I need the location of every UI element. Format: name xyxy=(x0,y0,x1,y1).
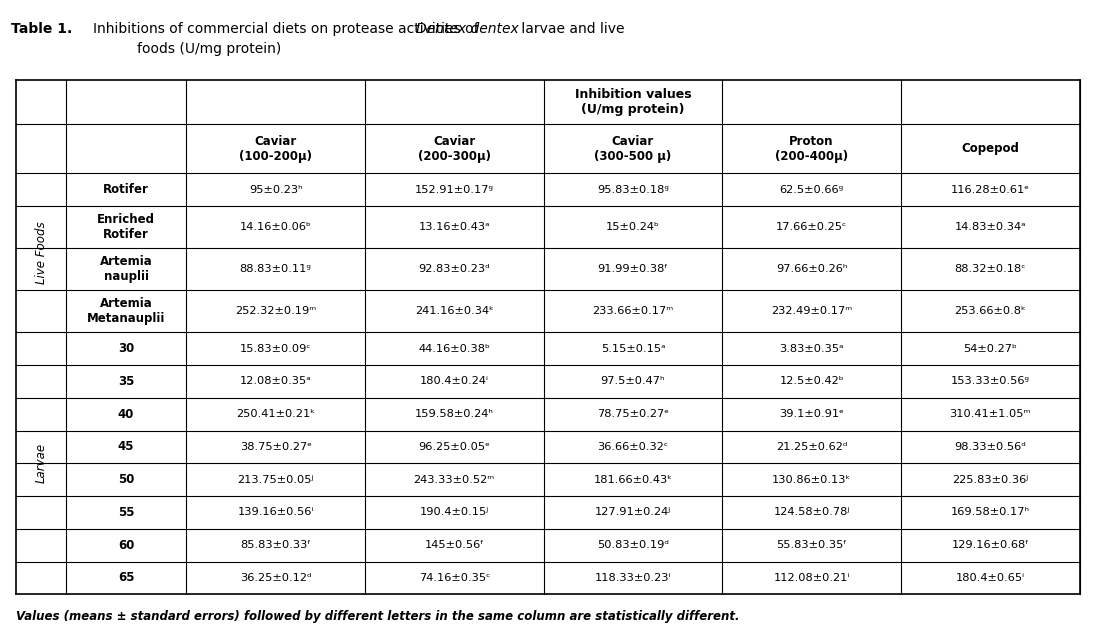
Text: 98.33±0.56ᵈ: 98.33±0.56ᵈ xyxy=(955,442,1026,452)
Text: 153.33±0.56ᵍ: 153.33±0.56ᵍ xyxy=(950,376,1030,387)
Text: 55.83±0.35ᶠ: 55.83±0.35ᶠ xyxy=(776,540,847,550)
Text: Table 1.: Table 1. xyxy=(11,22,72,36)
Text: 45: 45 xyxy=(117,440,135,454)
Text: 36.25±0.12ᵈ: 36.25±0.12ᵈ xyxy=(240,573,311,583)
Text: 181.66±0.43ᵏ: 181.66±0.43ᵏ xyxy=(593,475,673,485)
Text: Copepod: Copepod xyxy=(961,142,1019,155)
Text: 95.83±0.18ᵍ: 95.83±0.18ᵍ xyxy=(597,185,669,195)
Text: 14.16±0.06ᵇ: 14.16±0.06ᵇ xyxy=(240,222,311,232)
Text: 252.32±0.19ᵐ: 252.32±0.19ᵐ xyxy=(235,306,317,316)
Text: Live Foods: Live Foods xyxy=(35,222,47,284)
Text: 44.16±0.38ᵇ: 44.16±0.38ᵇ xyxy=(419,344,490,354)
Text: 50: 50 xyxy=(118,473,134,486)
Text: Artemia
nauplii: Artemia nauplii xyxy=(100,255,152,283)
Text: 145±0.56ᶠ: 145±0.56ᶠ xyxy=(424,540,484,550)
Text: Caviar
(300-500 μ): Caviar (300-500 μ) xyxy=(594,135,672,163)
Text: 62.5±0.66ᵍ: 62.5±0.66ᵍ xyxy=(779,185,844,195)
Text: 40: 40 xyxy=(118,408,134,420)
Text: 17.66±0.25ᶜ: 17.66±0.25ᶜ xyxy=(776,222,847,232)
Text: Larvae: Larvae xyxy=(35,443,47,483)
Text: 159.58±0.24ʰ: 159.58±0.24ʰ xyxy=(414,409,494,419)
Text: 12.5±0.42ᵇ: 12.5±0.42ᵇ xyxy=(779,376,844,387)
Text: Inhibitions of commercial diets on protease activities of: Inhibitions of commercial diets on prote… xyxy=(93,22,483,36)
Text: 3.83±0.35ᵃ: 3.83±0.35ᵃ xyxy=(779,344,844,354)
Text: 310.41±1.05ᵐ: 310.41±1.05ᵐ xyxy=(949,409,1031,419)
Text: 190.4±0.15ʲ: 190.4±0.15ʲ xyxy=(420,507,489,518)
Text: Caviar
(100-200μ): Caviar (100-200μ) xyxy=(239,135,312,163)
Text: 124.58±0.78ʲ: 124.58±0.78ʲ xyxy=(774,507,849,518)
Text: Caviar
(200-300μ): Caviar (200-300μ) xyxy=(418,135,491,163)
Text: 180.4±0.24ⁱ: 180.4±0.24ⁱ xyxy=(420,376,489,387)
Text: 12.08±0.35ᵃ: 12.08±0.35ᵃ xyxy=(240,376,311,387)
Text: 127.91±0.24ʲ: 127.91±0.24ʲ xyxy=(595,507,671,518)
Text: 253.66±0.8ᵏ: 253.66±0.8ᵏ xyxy=(955,306,1026,316)
Text: 92.83±0.23ᵈ: 92.83±0.23ᵈ xyxy=(419,265,490,274)
Text: 85.83±0.33ᶠ: 85.83±0.33ᶠ xyxy=(240,540,311,550)
Text: 60: 60 xyxy=(118,539,134,551)
Text: Proton
(200-400μ): Proton (200-400μ) xyxy=(775,135,848,163)
Text: larvae and live: larvae and live xyxy=(517,22,625,36)
Text: 130.86±0.13ᵏ: 130.86±0.13ᵏ xyxy=(772,475,852,485)
Text: 5.15±0.15ᵃ: 5.15±0.15ᵃ xyxy=(601,344,665,354)
Text: Dentex dentex: Dentex dentex xyxy=(416,22,520,36)
Text: 65: 65 xyxy=(117,571,135,585)
Text: foods (U/mg protein): foods (U/mg protein) xyxy=(137,42,282,56)
Text: 91.99±0.38ᶠ: 91.99±0.38ᶠ xyxy=(597,265,669,274)
Text: 213.75±0.05ʲ: 213.75±0.05ʲ xyxy=(238,475,313,485)
Text: 169.58±0.17ʰ: 169.58±0.17ʰ xyxy=(950,507,1030,518)
Text: 95±0.23ʰ: 95±0.23ʰ xyxy=(249,185,302,195)
Text: 50.83±0.19ᵈ: 50.83±0.19ᵈ xyxy=(597,540,669,550)
Text: 30: 30 xyxy=(118,343,134,355)
Text: 152.91±0.17ᵍ: 152.91±0.17ᵍ xyxy=(414,185,494,195)
Text: 225.83±0.36ʲ: 225.83±0.36ʲ xyxy=(952,475,1028,485)
Text: Artemia
Metanauplii: Artemia Metanauplii xyxy=(87,297,165,325)
Text: 54±0.27ᵇ: 54±0.27ᵇ xyxy=(963,344,1017,354)
Text: 139.16±0.56ⁱ: 139.16±0.56ⁱ xyxy=(238,507,313,518)
Text: 14.83±0.34ᵃ: 14.83±0.34ᵃ xyxy=(955,222,1026,232)
Text: 88.83±0.11ᵍ: 88.83±0.11ᵍ xyxy=(240,265,311,274)
Text: 13.16±0.43ᵃ: 13.16±0.43ᵃ xyxy=(419,222,490,232)
Text: 97.66±0.26ʰ: 97.66±0.26ʰ xyxy=(776,265,847,274)
Text: Inhibition values
(U/mg protein): Inhibition values (U/mg protein) xyxy=(574,88,692,116)
Text: 88.32±0.18ᶜ: 88.32±0.18ᶜ xyxy=(955,265,1026,274)
Text: 15.83±0.09ᶜ: 15.83±0.09ᶜ xyxy=(240,344,311,354)
Text: 241.16±0.34ᵏ: 241.16±0.34ᵏ xyxy=(414,306,494,316)
Text: Rotifer: Rotifer xyxy=(103,183,149,196)
Text: 21.25±0.62ᵈ: 21.25±0.62ᵈ xyxy=(776,442,847,452)
Text: 97.5±0.47ʰ: 97.5±0.47ʰ xyxy=(601,376,665,387)
Text: 35: 35 xyxy=(118,375,134,388)
Text: 129.16±0.68ᶠ: 129.16±0.68ᶠ xyxy=(951,540,1029,550)
Text: Enriched
Rotifer: Enriched Rotifer xyxy=(98,213,155,241)
Text: 250.41±0.21ᵏ: 250.41±0.21ᵏ xyxy=(236,409,316,419)
Text: 180.4±0.65ⁱ: 180.4±0.65ⁱ xyxy=(956,573,1025,583)
Text: 36.66±0.32ᶜ: 36.66±0.32ᶜ xyxy=(597,442,669,452)
Text: Values (means ± standard errors) followed by different letters in the same colum: Values (means ± standard errors) followe… xyxy=(16,610,740,623)
Text: 232.49±0.17ᵐ: 232.49±0.17ᵐ xyxy=(770,306,853,316)
Text: 39.1±0.91ᵉ: 39.1±0.91ᵉ xyxy=(779,409,844,419)
Text: 78.75±0.27ᵉ: 78.75±0.27ᵉ xyxy=(597,409,669,419)
Text: 112.08±0.21ⁱ: 112.08±0.21ⁱ xyxy=(774,573,849,583)
Text: 243.33±0.52ᵐ: 243.33±0.52ᵐ xyxy=(413,475,495,485)
Text: 55: 55 xyxy=(117,506,135,519)
Text: 38.75±0.27ᵉ: 38.75±0.27ᵉ xyxy=(240,442,311,452)
Text: 74.16±0.35ᶜ: 74.16±0.35ᶜ xyxy=(419,573,490,583)
Text: 116.28±0.61ᵉ: 116.28±0.61ᵉ xyxy=(950,185,1030,195)
Text: 233.66±0.17ᵐ: 233.66±0.17ᵐ xyxy=(592,306,674,316)
Text: 96.25±0.05ᵉ: 96.25±0.05ᵉ xyxy=(419,442,490,452)
Text: 118.33±0.23ⁱ: 118.33±0.23ⁱ xyxy=(595,573,671,583)
Text: 15±0.24ᵇ: 15±0.24ᵇ xyxy=(606,222,660,232)
